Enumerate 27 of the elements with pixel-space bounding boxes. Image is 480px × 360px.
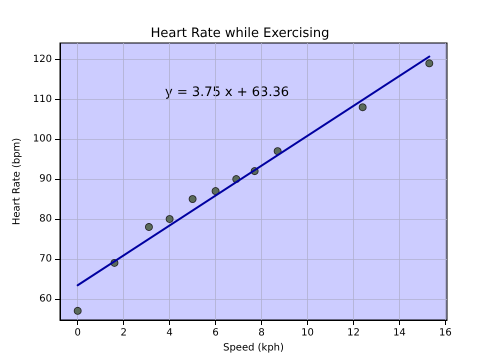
x-tick-label: 6 (212, 328, 219, 338)
point (188, 195, 196, 203)
y-tick-label: 110 (32, 94, 52, 105)
y-tick-label: 80 (39, 214, 52, 225)
x-tick-label: 12 (347, 328, 360, 338)
y-tick-label: 100 (32, 134, 52, 145)
point (358, 103, 367, 112)
y-tick-label: 90 (39, 174, 52, 185)
y-tick-label: 70 (39, 253, 52, 264)
x-tick-label: 16 (439, 328, 452, 338)
x-tick-label: 8 (258, 328, 265, 338)
x-axis-title: Speed (kph) (223, 342, 284, 354)
chart-title: Heart Rate while Exercising (150, 26, 330, 41)
x-tick-label: 14 (393, 328, 406, 338)
y-tick-label: 120 (32, 54, 52, 65)
point (212, 187, 220, 195)
y-tick-label: 60 (39, 293, 52, 304)
point (74, 306, 82, 315)
annotation: y = 3.75 x + 63.36 (165, 85, 289, 100)
x-tick-label: 10 (301, 328, 314, 338)
x-tick-label: 2 (120, 328, 127, 338)
point (145, 223, 153, 231)
point (166, 215, 174, 223)
x-tick-label: 4 (166, 328, 173, 338)
x-tick-label: 0 (74, 328, 81, 338)
y-axis-title: Heart Rate (bpm) (12, 138, 23, 226)
point (425, 59, 434, 68)
